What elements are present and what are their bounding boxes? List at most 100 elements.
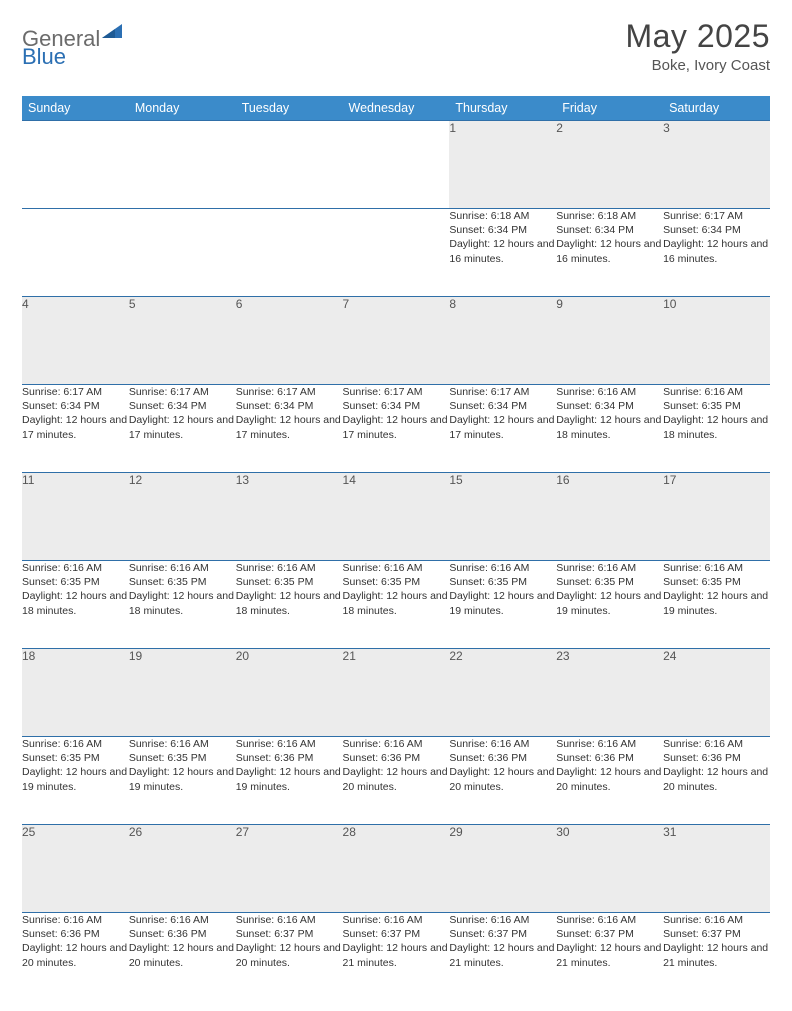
day-number-cell: 5: [129, 297, 236, 385]
day-number-cell: 12: [129, 473, 236, 561]
sunrise-text: Sunrise: 6:16 AM: [556, 561, 663, 575]
daylight-text: Daylight: 12 hours and 20 minutes.: [22, 941, 129, 969]
day-detail-cell: Sunrise: 6:16 AMSunset: 6:35 PMDaylight:…: [236, 561, 343, 649]
day-number-cell: 27: [236, 825, 343, 913]
weekday-header: Wednesday: [343, 96, 450, 121]
day-detail-cell: Sunrise: 6:16 AMSunset: 6:37 PMDaylight:…: [663, 913, 770, 1001]
month-title: May 2025: [625, 18, 770, 55]
daylight-text: Daylight: 12 hours and 20 minutes.: [449, 765, 556, 793]
sunrise-text: Sunrise: 6:16 AM: [129, 737, 236, 751]
day-number-cell: 14: [343, 473, 450, 561]
day-number-cell: [343, 121, 450, 209]
daylight-text: Daylight: 12 hours and 16 minutes.: [449, 237, 556, 265]
calendar-table: Sunday Monday Tuesday Wednesday Thursday…: [22, 96, 770, 1001]
daylight-text: Daylight: 12 hours and 21 minutes.: [343, 941, 450, 969]
day-number-cell: 26: [129, 825, 236, 913]
day-number-cell: 19: [129, 649, 236, 737]
day-detail-cell: Sunrise: 6:17 AMSunset: 6:34 PMDaylight:…: [449, 385, 556, 473]
daylight-text: Daylight: 12 hours and 19 minutes.: [22, 765, 129, 793]
sunset-text: Sunset: 6:35 PM: [556, 575, 663, 589]
day-number-row: 18192021222324: [22, 649, 770, 737]
day-detail-cell: Sunrise: 6:18 AMSunset: 6:34 PMDaylight:…: [449, 209, 556, 297]
sunrise-text: Sunrise: 6:16 AM: [449, 737, 556, 751]
weekday-header: Monday: [129, 96, 236, 121]
sunrise-text: Sunrise: 6:16 AM: [449, 913, 556, 927]
day-detail-row: Sunrise: 6:18 AMSunset: 6:34 PMDaylight:…: [22, 209, 770, 297]
day-detail-cell: Sunrise: 6:16 AMSunset: 6:36 PMDaylight:…: [663, 737, 770, 825]
day-number-cell: 6: [236, 297, 343, 385]
sunrise-text: Sunrise: 6:16 AM: [236, 737, 343, 751]
day-detail-cell: Sunrise: 6:17 AMSunset: 6:34 PMDaylight:…: [343, 385, 450, 473]
sunrise-text: Sunrise: 6:17 AM: [236, 385, 343, 399]
daylight-text: Daylight: 12 hours and 18 minutes.: [129, 589, 236, 617]
sunset-text: Sunset: 6:35 PM: [129, 575, 236, 589]
sunrise-text: Sunrise: 6:17 AM: [22, 385, 129, 399]
day-detail-cell: Sunrise: 6:18 AMSunset: 6:34 PMDaylight:…: [556, 209, 663, 297]
day-number-cell: 22: [449, 649, 556, 737]
sunrise-text: Sunrise: 6:16 AM: [343, 913, 450, 927]
title-block: May 2025 Boke, Ivory Coast: [625, 18, 770, 74]
daylight-text: Daylight: 12 hours and 16 minutes.: [663, 237, 770, 265]
day-number-row: 45678910: [22, 297, 770, 385]
daylight-text: Daylight: 12 hours and 17 minutes.: [236, 413, 343, 441]
daylight-text: Daylight: 12 hours and 17 minutes.: [449, 413, 556, 441]
sunset-text: Sunset: 6:34 PM: [556, 223, 663, 237]
day-number-cell: [22, 121, 129, 209]
weekday-header: Tuesday: [236, 96, 343, 121]
sunrise-text: Sunrise: 6:16 AM: [236, 561, 343, 575]
sunset-text: Sunset: 6:35 PM: [343, 575, 450, 589]
day-number-cell: 11: [22, 473, 129, 561]
sunset-text: Sunset: 6:37 PM: [556, 927, 663, 941]
day-number-cell: 3: [663, 121, 770, 209]
day-detail-cell: Sunrise: 6:16 AMSunset: 6:36 PMDaylight:…: [343, 737, 450, 825]
daylight-text: Daylight: 12 hours and 18 minutes.: [236, 589, 343, 617]
sunset-text: Sunset: 6:36 PM: [22, 927, 129, 941]
sunset-text: Sunset: 6:36 PM: [129, 927, 236, 941]
sunrise-text: Sunrise: 6:17 AM: [663, 209, 770, 223]
sunrise-text: Sunrise: 6:16 AM: [663, 385, 770, 399]
day-detail-cell: Sunrise: 6:16 AMSunset: 6:35 PMDaylight:…: [663, 385, 770, 473]
sunset-text: Sunset: 6:37 PM: [663, 927, 770, 941]
sunset-text: Sunset: 6:36 PM: [556, 751, 663, 765]
day-number-cell: 13: [236, 473, 343, 561]
sunset-text: Sunset: 6:36 PM: [236, 751, 343, 765]
day-detail-cell: Sunrise: 6:16 AMSunset: 6:35 PMDaylight:…: [129, 561, 236, 649]
daylight-text: Daylight: 12 hours and 18 minutes.: [663, 413, 770, 441]
daylight-text: Daylight: 12 hours and 21 minutes.: [449, 941, 556, 969]
sunset-text: Sunset: 6:35 PM: [663, 399, 770, 413]
day-detail-cell: Sunrise: 6:16 AMSunset: 6:37 PMDaylight:…: [343, 913, 450, 1001]
brand-triangle-icon: [102, 24, 122, 43]
day-number-cell: 24: [663, 649, 770, 737]
day-number-cell: 15: [449, 473, 556, 561]
daylight-text: Daylight: 12 hours and 17 minutes.: [129, 413, 236, 441]
day-number-cell: 8: [449, 297, 556, 385]
calendar-head: Sunday Monday Tuesday Wednesday Thursday…: [22, 96, 770, 121]
daylight-text: Daylight: 12 hours and 19 minutes.: [556, 589, 663, 617]
day-detail-cell: Sunrise: 6:17 AMSunset: 6:34 PMDaylight:…: [663, 209, 770, 297]
day-detail-cell: Sunrise: 6:16 AMSunset: 6:35 PMDaylight:…: [343, 561, 450, 649]
daylight-text: Daylight: 12 hours and 20 minutes.: [236, 941, 343, 969]
sunset-text: Sunset: 6:36 PM: [343, 751, 450, 765]
day-number-cell: [129, 121, 236, 209]
day-number-row: 123: [22, 121, 770, 209]
sunrise-text: Sunrise: 6:16 AM: [449, 561, 556, 575]
location-label: Boke, Ivory Coast: [625, 57, 770, 74]
daylight-text: Daylight: 12 hours and 19 minutes.: [236, 765, 343, 793]
sunrise-text: Sunrise: 6:17 AM: [343, 385, 450, 399]
day-number-cell: 20: [236, 649, 343, 737]
daylight-text: Daylight: 12 hours and 21 minutes.: [663, 941, 770, 969]
day-number-cell: 23: [556, 649, 663, 737]
day-detail-cell: [22, 209, 129, 297]
day-detail-row: Sunrise: 6:17 AMSunset: 6:34 PMDaylight:…: [22, 385, 770, 473]
day-detail-cell: Sunrise: 6:16 AMSunset: 6:34 PMDaylight:…: [556, 385, 663, 473]
sunrise-text: Sunrise: 6:16 AM: [343, 561, 450, 575]
day-number-cell: 21: [343, 649, 450, 737]
sunrise-text: Sunrise: 6:16 AM: [663, 561, 770, 575]
day-detail-cell: Sunrise: 6:16 AMSunset: 6:36 PMDaylight:…: [449, 737, 556, 825]
day-number-cell: 25: [22, 825, 129, 913]
day-number-cell: 29: [449, 825, 556, 913]
day-detail-cell: Sunrise: 6:16 AMSunset: 6:37 PMDaylight:…: [449, 913, 556, 1001]
day-detail-row: Sunrise: 6:16 AMSunset: 6:35 PMDaylight:…: [22, 737, 770, 825]
day-number-cell: 9: [556, 297, 663, 385]
calendar-body: 123Sunrise: 6:18 AMSunset: 6:34 PMDaylig…: [22, 121, 770, 1001]
